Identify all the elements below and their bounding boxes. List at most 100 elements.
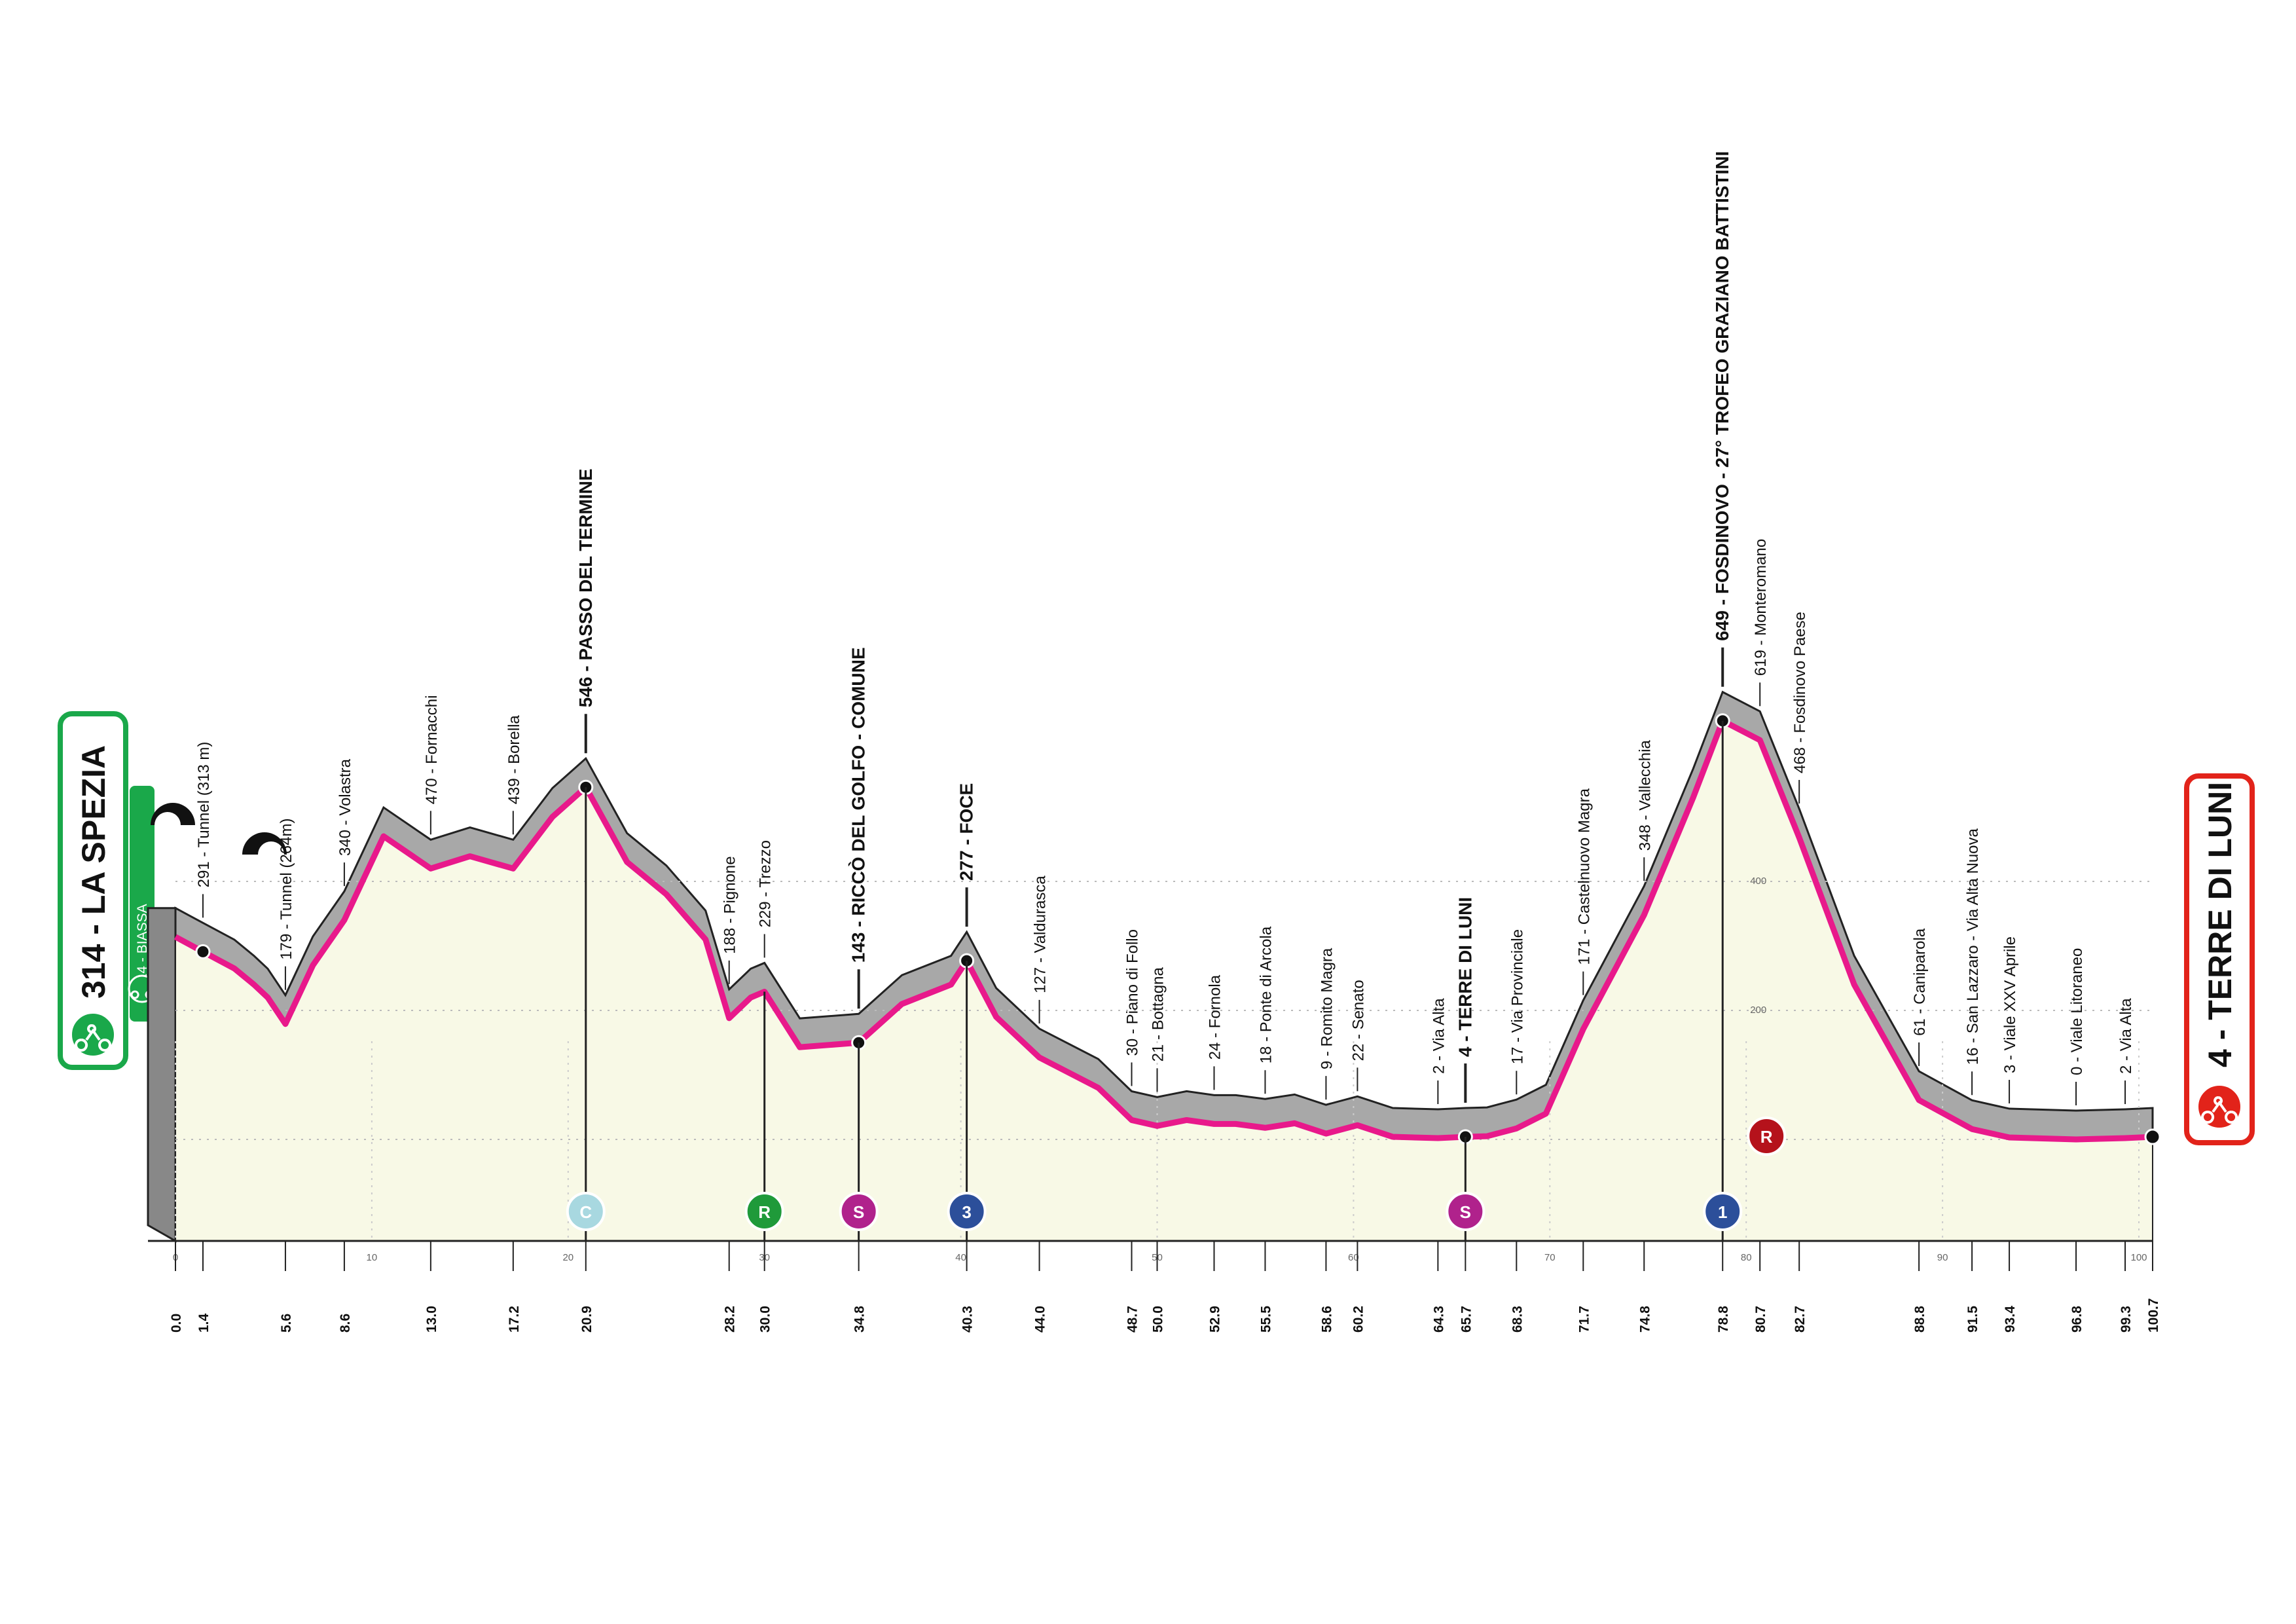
start-box: 314 - LA SPEZIA xyxy=(58,711,128,1070)
profile-start-wall xyxy=(147,907,177,1243)
place-label: 18 - Ponte di Arcola xyxy=(1257,926,1275,1063)
place-label: 21 - Bottagna xyxy=(1150,967,1167,1062)
km-label: 20.9 xyxy=(579,1306,594,1333)
place-label: 348 - Vallecchia xyxy=(1636,740,1654,851)
place-label: 127 - Valdurasca xyxy=(1032,876,1049,993)
place-label: 179 - Tunnel (264m) xyxy=(278,819,295,960)
x-tick-label: 70 xyxy=(1544,1252,1556,1263)
marker-letter: S xyxy=(1460,1202,1471,1222)
place-label: 470 - Fornacchi xyxy=(423,695,441,805)
km-label: 82.7 xyxy=(1793,1306,1808,1333)
finish-point xyxy=(2144,1128,2161,1145)
km-label: 65.7 xyxy=(1459,1306,1474,1333)
marker-letter: R xyxy=(1760,1127,1773,1147)
km-label: 78.8 xyxy=(1716,1306,1731,1333)
elevation-tick-label: 400 xyxy=(1750,876,1766,887)
place-label: 649 - FOSDINOVO - 27° TROFEO GRAZIANO BA… xyxy=(1712,151,1732,641)
km-label: 60.2 xyxy=(1351,1306,1366,1333)
marker-letter: S xyxy=(853,1202,864,1222)
marker-letter: C xyxy=(579,1202,592,1222)
place-label: 4 - TERRE DI LUNI xyxy=(1455,897,1475,1057)
x-tick-label: 90 xyxy=(1937,1252,1948,1263)
place-label: 3 - Viale XXV Aprile xyxy=(2001,936,2019,1073)
km-label: 8.6 xyxy=(338,1314,353,1333)
elevation-tick-label: 200 xyxy=(1750,1005,1766,1016)
km-label: 71.7 xyxy=(1576,1306,1592,1333)
marker-badge xyxy=(744,1192,784,1231)
marker-badge xyxy=(1703,1192,1743,1231)
place-label: 2 - Via Alta xyxy=(1430,998,1448,1074)
marker-letter: 1 xyxy=(1718,1202,1727,1222)
place-label: 277 - FOCE xyxy=(957,783,977,881)
place-label: 143 - RICCÒ DEL GOLFO - COMUNE xyxy=(848,648,869,963)
place-label: 16 - San Lazzaro - Via Alta Nuova xyxy=(1964,828,1982,1065)
marker-badge xyxy=(1446,1192,1485,1231)
km-label: 40.3 xyxy=(960,1306,975,1333)
km-label: 28.2 xyxy=(723,1306,738,1333)
km-label: 5.6 xyxy=(279,1314,294,1333)
place-label: 24 - Fornola xyxy=(1206,974,1224,1060)
x-tick-label: 40 xyxy=(955,1252,966,1263)
km-label: 17.2 xyxy=(507,1306,522,1333)
place-label: 291 - Tunnel (313 m) xyxy=(195,742,213,888)
marker-badge xyxy=(839,1192,879,1231)
km-label: 48.7 xyxy=(1125,1306,1140,1333)
km-label: 44.0 xyxy=(1033,1306,1048,1333)
marker-letter: R xyxy=(758,1202,771,1222)
start-label: 314 - LA SPEZIA xyxy=(75,745,112,999)
km-label: 99.3 xyxy=(2119,1306,2134,1333)
tunnel-icon xyxy=(151,803,195,825)
finish-label: 4 - TERRE DI LUNI xyxy=(2202,782,2238,1067)
start-badge-name: BIASSA xyxy=(135,904,150,953)
km-label: 30.0 xyxy=(758,1306,773,1333)
place-label: 468 - Fosdinovo Paese xyxy=(1791,612,1809,773)
marker-badge xyxy=(1747,1116,1787,1156)
km-label: 55.5 xyxy=(1258,1306,1273,1333)
x-tick-label: 80 xyxy=(1741,1252,1752,1263)
x-tick-label: 10 xyxy=(367,1252,378,1263)
place-label: 61 - Caniparola xyxy=(1911,928,1929,1036)
road-point xyxy=(195,944,211,959)
marker-badge xyxy=(947,1192,987,1231)
start-bike-icon xyxy=(69,1011,117,1058)
tunnel-icon xyxy=(242,832,287,855)
km-label: 100.7 xyxy=(2146,1298,2161,1333)
place-label: 22 - Senato xyxy=(1349,980,1367,1061)
place-label: 2 - Via Alta xyxy=(2117,998,2135,1074)
place-label: 229 - Trezzo xyxy=(757,840,774,927)
km-label: 80.7 xyxy=(1753,1306,1768,1333)
place-label: 188 - Pignone xyxy=(721,856,739,953)
place-label: 17 - Via Provinciale xyxy=(1508,929,1526,1064)
km-label: 58.6 xyxy=(1319,1306,1334,1333)
place-label: 9 - Romito Magra xyxy=(1318,948,1336,1069)
finish-box: 4 - TERRE DI LUNI xyxy=(2184,773,2255,1145)
place-label: 546 - PASSO DEL TERMINE xyxy=(575,469,596,708)
marker-badge xyxy=(566,1192,606,1231)
km-label: 34.8 xyxy=(852,1306,867,1333)
km-label: 50.0 xyxy=(1151,1306,1166,1333)
x-tick-label: 60 xyxy=(1348,1252,1359,1263)
marker-letter: 3 xyxy=(962,1202,971,1222)
place-label: 30 - Piano di Follo xyxy=(1124,929,1142,1056)
km-label: 93.4 xyxy=(2003,1306,2018,1333)
km-label: 68.3 xyxy=(1510,1306,1525,1333)
km-label: 96.8 xyxy=(2069,1306,2085,1333)
place-label: 171 - Castelnuovo Magra xyxy=(1575,788,1593,965)
km-label: 64.3 xyxy=(1431,1306,1446,1333)
place-label: 0 - Viale Litoraneo xyxy=(2068,948,2086,1075)
place-label: 340 - Volastra xyxy=(337,758,354,856)
km-label: 88.8 xyxy=(1912,1306,1927,1333)
km-label: 91.5 xyxy=(1965,1306,1980,1333)
finish-bike-icon xyxy=(2196,1083,2243,1130)
km-label: 0.0 xyxy=(169,1314,184,1333)
km-label: 13.0 xyxy=(424,1306,439,1333)
km-label: 74.8 xyxy=(1637,1306,1652,1333)
road-line xyxy=(173,718,2153,1143)
x-tick-label: 20 xyxy=(562,1252,574,1263)
km-label: 1.4 xyxy=(196,1313,211,1333)
place-label: 439 - Borella xyxy=(505,715,523,805)
km-label: 52.9 xyxy=(1207,1306,1222,1333)
place-label: 619 - Monteromano xyxy=(1752,539,1770,676)
